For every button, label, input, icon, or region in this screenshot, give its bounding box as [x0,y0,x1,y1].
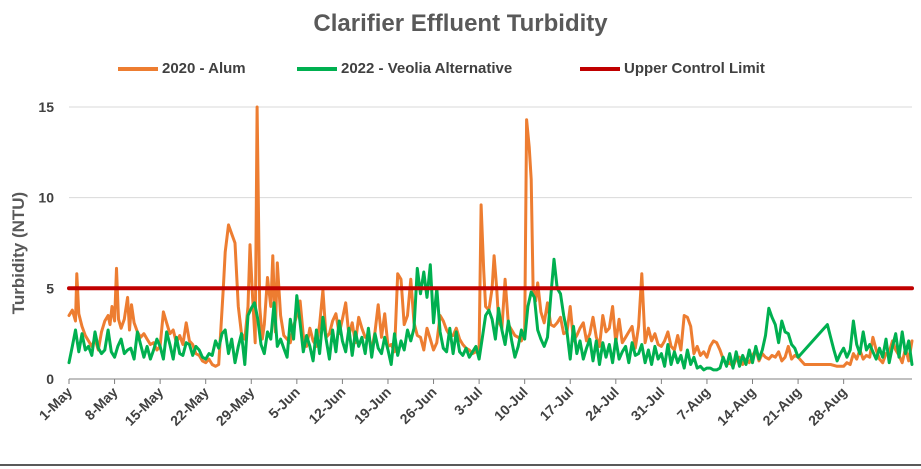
x-tick-label: 29-May [213,384,258,429]
legend-swatch-alum [118,66,158,71]
legend-item-alum: 2020 - Alum [118,60,246,77]
legend-label-ucl: Upper Control Limit [624,60,765,77]
chart-title: Clarifier Effluent Turbidity [313,10,608,37]
x-tick-label: 1-May [36,384,76,424]
x-tick-label: 17-Jul [536,384,576,424]
series-line-1 [67,257,914,372]
y-tick-label: 0 [46,371,54,387]
y-tick-label: 5 [46,280,54,296]
y-tick-labels: 0 5 10 15 [38,99,54,387]
x-tick-label: 19-Jun [351,384,394,427]
x-tick-label: 3-Jul [451,384,485,418]
x-tick-labels: 1-May 8-May 15-May 22-May 29-May 5-Jun 12-Jun 1… [36,379,850,429]
x-tick-label: 24-Jul [582,384,622,424]
x-tick-label: 15-May [121,384,166,429]
legend-swatch-veolia [297,66,337,71]
x-tick-label: 31-Jul [628,384,668,424]
x-tick-label: 22-May [167,384,212,429]
x-tick-label: 8-May [81,384,121,424]
x-tick-label: 26-Jun [396,384,439,427]
legend-swatch-ucl [580,66,620,71]
legend-label-alum: 2020 - Alum [162,60,246,77]
y-tick-label: 10 [38,190,54,206]
x-tick-label: 14-Aug [714,384,759,429]
x-tick-label: 28-Aug [805,384,850,429]
chart-legend: 2020 - Alum 2022 - Veolia Alternative Up… [0,60,921,84]
y-tick-label: 15 [38,99,54,115]
legend-item-ucl: Upper Control Limit [580,60,765,77]
y-axis-title: Turbidity (NTU) [9,192,28,314]
x-tick-label: 7-Aug [674,384,713,423]
legend-label-veolia: 2022 - Veolia Alternative [341,60,513,77]
legend-item-veolia: 2022 - Veolia Alternative [297,60,512,77]
x-tick-label: 10-Jul [491,384,531,424]
x-tick-label: 21-Aug [759,384,804,429]
x-tick-label: 5-Jun [265,384,303,422]
series-lines [67,105,914,372]
grid-lines [69,106,912,289]
x-tick-label: 12-Jun [305,384,348,427]
series-line-0 [67,105,914,368]
